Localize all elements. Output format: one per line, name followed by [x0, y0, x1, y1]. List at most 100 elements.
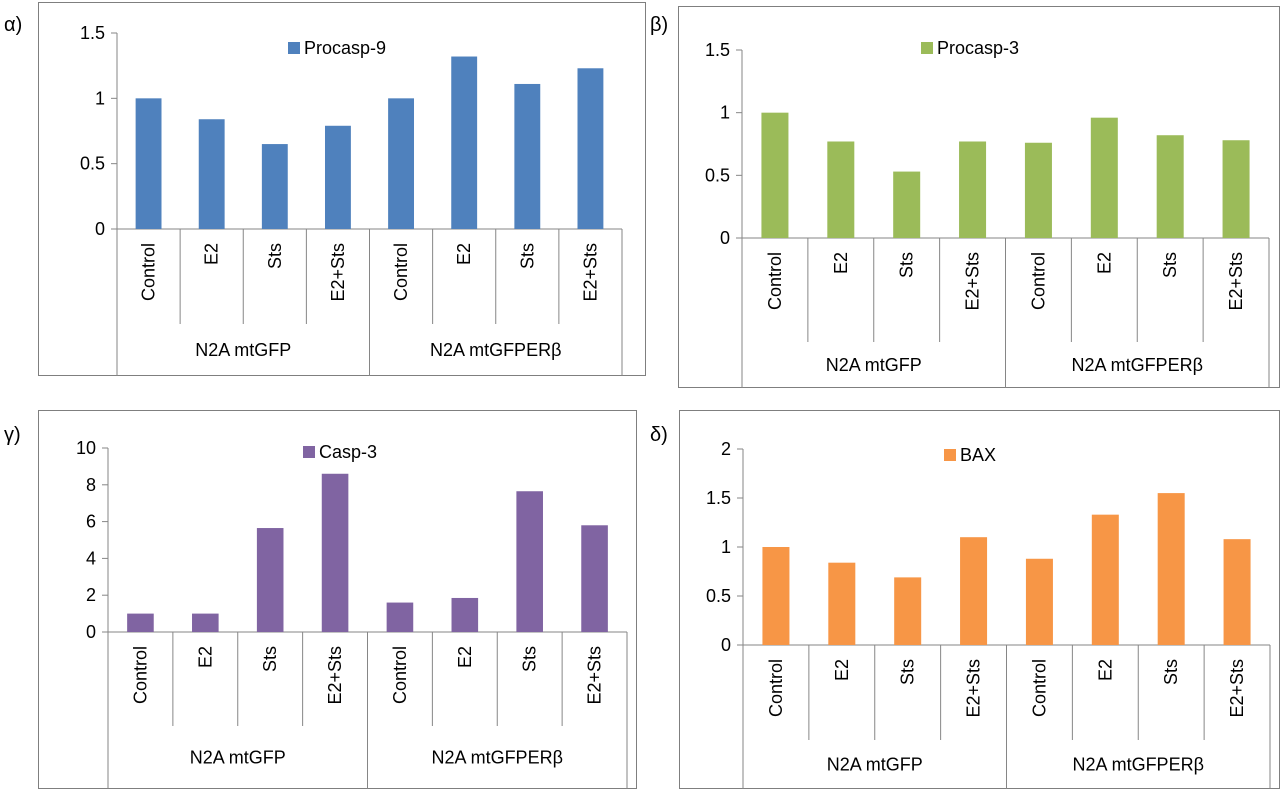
y-tick-label: 1.5 [80, 23, 105, 43]
y-tick-label: 8 [86, 475, 96, 495]
bar-e2-sts-3 [321, 473, 349, 632]
bar-e2-5 [1090, 117, 1118, 238]
bar-control-0 [762, 547, 790, 645]
bar-sts-2 [256, 528, 284, 632]
x-tick-label: Sts [520, 646, 540, 672]
x-tick-label: E2+Sts [1227, 659, 1247, 718]
bar-e2-sts-7 [1222, 140, 1250, 238]
panel-label-alpha: α) [4, 14, 23, 36]
x-tick-label: E2+Sts [963, 252, 983, 311]
bar-e2-5 [1091, 514, 1119, 645]
bar-e2-5 [451, 56, 478, 229]
bar-sts-2 [261, 144, 288, 229]
x-tick-label: E2 [455, 646, 475, 668]
bar-e2-1 [828, 562, 856, 645]
x-tick-label: Control [139, 243, 159, 301]
legend-swatch [288, 42, 300, 54]
x-tick-label: Control [391, 243, 411, 301]
x-tick-label: Sts [1160, 252, 1180, 278]
x-tick-label: E2 [832, 659, 852, 681]
y-tick-label: 2 [86, 585, 96, 605]
bar-e2-sts-7 [1223, 539, 1251, 645]
x-tick-label: E2 [1094, 252, 1114, 274]
group-label: N2A mtGFP [826, 355, 922, 375]
bar-e2-1 [192, 613, 219, 632]
bar-sts-2 [893, 171, 921, 238]
x-tick-label: Control [130, 646, 150, 704]
bar-control-4 [1025, 558, 1053, 645]
bar-control-0 [127, 613, 154, 632]
bar-sts-6 [516, 491, 543, 632]
y-tick-label: 1.5 [706, 488, 731, 508]
bar-e2-1 [198, 119, 225, 229]
chart-procasp-9: 0 0.5 1 1.5 Control E2 Sts E2+Sts Control E2 Sts E2… [38, 2, 646, 376]
x-tick-label: E2+Sts [1226, 252, 1246, 311]
y-tick-label: 1.5 [705, 40, 730, 60]
bar-e2-sts-7 [581, 525, 608, 632]
x-tick-label: E2 [831, 252, 851, 274]
legend-label: Casp-3 [319, 442, 377, 462]
y-tick-label: 4 [86, 548, 96, 568]
group-label: N2A mtGFP [195, 340, 291, 360]
group-label: N2A mtGFP [190, 748, 286, 768]
x-tick-label: Sts [517, 243, 537, 269]
x-tick-label: E2+Sts [325, 646, 345, 705]
bar-control-0 [135, 98, 162, 229]
x-tick-label: Sts [898, 659, 918, 685]
bar-control-4 [386, 602, 414, 632]
panel-label-gamma: γ) [4, 424, 21, 446]
chart-casp-3: 0 2 4 6 8 10 Control E2 Sts E2+Sts Control E2 Sts E2+… [38, 410, 637, 789]
bar-sts-6 [514, 83, 541, 230]
y-tick-label: 6 [86, 512, 96, 532]
group-label: N2A mtGFPERβ [1073, 755, 1204, 775]
legend-swatch [921, 42, 933, 54]
y-tick-label: 0.5 [80, 154, 105, 174]
y-tick-label: 1 [721, 537, 731, 557]
x-tick-label: E2+Sts [580, 243, 600, 302]
bar-control-4 [1024, 142, 1052, 238]
y-tick-label: 0 [721, 635, 731, 655]
x-tick-label: Sts [1161, 659, 1181, 685]
panel-label-delta: δ) [650, 424, 668, 446]
bar-sts-6 [1156, 135, 1184, 238]
x-tick-label: Sts [897, 252, 917, 278]
y-tick-label: 1 [720, 103, 730, 123]
legend-swatch [303, 446, 315, 458]
x-tick-label: Control [1029, 659, 1049, 717]
bar-control-4 [388, 98, 415, 229]
bar-control-0 [761, 112, 789, 238]
bar-e2-1 [827, 141, 855, 238]
group-label: N2A mtGFP [827, 755, 923, 775]
bar-e2-sts-7 [577, 68, 604, 229]
bar-e2-sts-3 [324, 125, 351, 229]
x-tick-label: Control [390, 646, 410, 704]
x-tick-label: Control [1028, 252, 1048, 310]
x-tick-label: E2 [1095, 659, 1115, 681]
legend-label: BAX [960, 445, 996, 465]
y-tick-label: 0 [95, 219, 105, 239]
bar-sts-2 [894, 577, 922, 645]
group-label: N2A mtGFPERβ [432, 748, 563, 768]
group-label: N2A mtGFPERβ [430, 340, 561, 360]
y-tick-label: 0 [720, 228, 730, 248]
x-tick-label: Sts [265, 243, 285, 269]
bar-e2-sts-3 [959, 141, 987, 238]
y-tick-label: 2 [721, 439, 731, 459]
chart-procasp-3: 0 0.5 1 1.5 Control E2 Sts E2+Sts Control E2 Sts E2… [678, 6, 1280, 388]
x-tick-label: E2+Sts [964, 659, 984, 718]
x-tick-label: E2 [454, 243, 474, 265]
x-tick-label: Sts [260, 646, 280, 672]
x-tick-label: E2+Sts [328, 243, 348, 302]
x-tick-label: E2 [202, 243, 222, 265]
x-tick-label: E2 [195, 646, 215, 668]
panel-label-beta: β) [650, 14, 669, 36]
bar-e2-5 [451, 597, 479, 632]
y-tick-label: 0.5 [706, 586, 731, 606]
legend-label: Procasp-9 [304, 38, 386, 58]
x-tick-label: E2+Sts [585, 646, 605, 705]
y-tick-label: 0 [86, 622, 96, 642]
y-tick-label: 0.5 [705, 165, 730, 185]
legend-swatch [944, 449, 956, 461]
x-tick-label: Control [765, 252, 785, 310]
y-tick-label: 1 [95, 88, 105, 108]
